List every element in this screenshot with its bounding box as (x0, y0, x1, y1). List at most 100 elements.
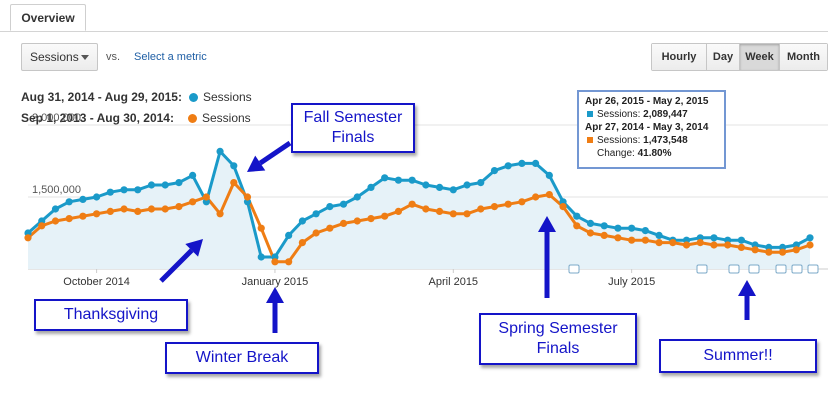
callout-spring-finals: Spring Semester Finals (479, 313, 637, 365)
tooltip-change-line: Change: 41.80% (585, 147, 724, 160)
data-point (504, 200, 512, 208)
data-point (449, 210, 457, 218)
data-point (298, 239, 306, 247)
data-point (353, 193, 361, 201)
data-point (367, 183, 375, 191)
annotation-note-icon (568, 264, 580, 274)
data-point (312, 210, 320, 218)
data-point (106, 207, 114, 215)
callout-spring-finals-text: Spring Semester Finals (498, 320, 618, 357)
data-point (477, 179, 485, 187)
data-point (518, 198, 526, 206)
arrow-head-icon (185, 239, 203, 257)
legend-previous-series: Sessions (201, 111, 251, 125)
data-tooltip: Apr 26, 2015 - May 2, 2015 Sessions: 2,0… (577, 90, 726, 169)
data-point (559, 203, 567, 211)
tab-overview[interactable]: Overview (10, 4, 86, 31)
data-point (573, 212, 581, 220)
data-point (381, 212, 389, 220)
data-point (147, 205, 156, 213)
data-point (161, 205, 169, 213)
select-metric-link[interactable]: Select a metric (134, 51, 207, 63)
data-point (532, 159, 540, 167)
annotation-note-icon (791, 264, 803, 274)
callout-summer-text: Summer!! (703, 347, 773, 364)
data-point (298, 217, 306, 225)
data-point (285, 231, 293, 239)
data-point (765, 248, 773, 256)
legend-blue-dot-icon (188, 93, 198, 102)
data-point (285, 258, 293, 266)
x-tick-label: October 2014 (63, 276, 130, 288)
data-point (381, 174, 389, 182)
tooltip-change-value: 41.80% (637, 148, 672, 159)
data-point (490, 203, 499, 211)
data-point (669, 239, 677, 247)
data-point (778, 248, 787, 256)
arrow-head-icon (247, 155, 266, 172)
data-point (394, 176, 403, 184)
data-point (435, 207, 444, 215)
data-point (230, 179, 238, 187)
data-point (353, 217, 361, 225)
data-point (394, 207, 403, 215)
tooltip-orange-square-icon (587, 137, 593, 143)
tooltip-value-previous: 1,473,548 (643, 135, 688, 146)
data-point (751, 246, 759, 254)
data-point (710, 241, 718, 249)
day-button[interactable]: Day (707, 44, 740, 70)
data-point (710, 234, 718, 242)
annotation-note-icon (775, 264, 787, 274)
legend-previous-range: Sep 1, 2013 - Aug 30, 2014: (21, 111, 174, 125)
callout-winter-break: Winter Break (165, 342, 319, 374)
legend-current-range: Aug 31, 2014 - Aug 29, 2015: (21, 90, 182, 104)
data-point (243, 193, 252, 201)
data-point (737, 236, 746, 244)
data-point (422, 205, 430, 213)
data-point (422, 181, 430, 189)
legend-current-series: Sessions (202, 90, 252, 104)
callout-winter-break-text: Winter Break (195, 349, 289, 366)
tooltip-blue-square-icon (587, 111, 593, 117)
arrow-head-icon (538, 216, 556, 232)
callout-thanksgiving: Thanksgiving (34, 299, 188, 331)
chevron-down-icon (81, 55, 89, 60)
legend-orange-dot-icon (187, 114, 197, 123)
data-point (435, 183, 444, 191)
week-button[interactable]: Week (740, 44, 780, 70)
arrow-head-icon (738, 280, 756, 296)
data-point (161, 181, 169, 189)
tooltip-label-current: Sessions: (597, 109, 641, 120)
data-point (408, 176, 416, 184)
data-point (216, 147, 224, 155)
tooltip-value-current: 2,089,447 (643, 109, 688, 120)
data-point (51, 217, 60, 225)
data-point (51, 205, 60, 213)
data-point (737, 243, 746, 251)
data-point (682, 241, 691, 249)
data-point (614, 224, 622, 232)
data-point (586, 229, 595, 237)
month-button[interactable]: Month (780, 44, 827, 70)
legend-current: Aug 31, 2014 - Aug 29, 2015: Sessions (21, 90, 252, 104)
callout-fall-finals: Fall Semester Finals (291, 103, 415, 153)
data-point (628, 224, 636, 232)
arrow-shaft (258, 140, 292, 166)
data-point (655, 239, 663, 247)
hourly-button[interactable]: Hourly (652, 44, 707, 70)
data-point (202, 193, 210, 201)
metric-select[interactable]: Sessions (21, 43, 98, 71)
data-point (189, 171, 197, 179)
tab-bar: Overview (0, 0, 828, 32)
data-point (600, 231, 608, 239)
data-point (532, 193, 540, 201)
data-point (92, 193, 101, 201)
data-point (65, 198, 73, 206)
data-point (175, 179, 183, 187)
vs-label: vs. (106, 51, 121, 63)
x-tick-label: April 2015 (429, 276, 479, 288)
data-point (490, 167, 499, 175)
x-tick-label: January 2015 (242, 276, 309, 288)
data-point (463, 210, 471, 218)
